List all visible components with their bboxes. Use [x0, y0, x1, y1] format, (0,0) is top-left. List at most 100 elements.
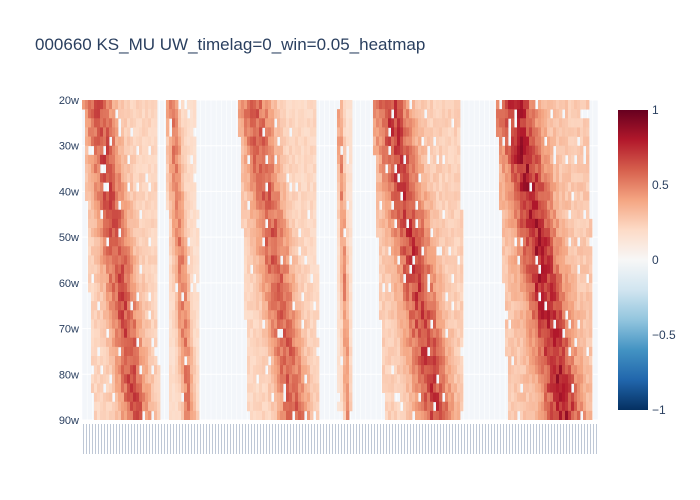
heatmap-cell	[541, 365, 545, 375]
heatmap-cell	[406, 401, 410, 412]
heatmap-cell	[535, 392, 539, 403]
heatmap-cell	[289, 237, 293, 247]
heatmap-cell	[100, 100, 104, 110]
heatmap-cell	[313, 228, 317, 238]
heatmap-cell	[565, 109, 569, 119]
heatmap-cell	[406, 173, 410, 183]
heatmap-cell	[310, 209, 314, 220]
heatmap-cell	[103, 346, 107, 357]
heatmap-cell	[586, 100, 590, 110]
heatmap-cell	[565, 383, 569, 393]
heatmap-cell	[142, 136, 146, 147]
heatmap-cell	[397, 164, 401, 174]
heatmap-cell	[418, 109, 422, 119]
heatmap-cell	[580, 191, 584, 201]
heatmap-cell	[454, 209, 458, 220]
heatmap-cell	[397, 356, 401, 366]
heatmap-cell	[139, 374, 143, 384]
heatmap-cell	[532, 319, 536, 329]
heatmap-cell	[292, 264, 296, 275]
heatmap-cell	[166, 191, 170, 201]
heatmap-cell	[184, 173, 188, 183]
heatmap-cell	[175, 301, 179, 311]
heatmap-cell	[151, 328, 155, 339]
heatmap-cell	[301, 356, 305, 366]
heatmap-cell	[415, 410, 419, 420]
heatmap-cell	[196, 346, 200, 357]
heatmap-cell	[388, 264, 392, 275]
heatmap-cell	[343, 337, 347, 348]
heatmap-cell	[379, 292, 383, 302]
heatmap-cell	[535, 182, 539, 192]
heatmap-cell	[433, 310, 437, 320]
heatmap-cell	[529, 127, 533, 137]
heatmap-cell	[589, 292, 593, 302]
heatmap-cell	[94, 218, 98, 229]
x-tick-mark	[236, 424, 237, 454]
heatmap-cell	[136, 218, 140, 229]
heatmap-cell	[115, 410, 119, 420]
heatmap-cell	[349, 356, 353, 366]
heatmap-cell	[337, 356, 341, 366]
heatmap-cell	[460, 264, 464, 275]
heatmap-cell	[580, 319, 584, 329]
heatmap-cell	[85, 100, 89, 110]
heatmap-cell	[133, 145, 137, 156]
heatmap-cell	[397, 337, 401, 348]
heatmap-cell	[196, 228, 200, 238]
heatmap-cell	[514, 273, 518, 284]
heatmap-cell	[280, 282, 284, 293]
heatmap-cell	[586, 292, 590, 302]
heatmap-cell	[424, 346, 428, 357]
heatmap-cell	[97, 383, 101, 393]
heatmap-cell	[193, 328, 197, 339]
heatmap-cell	[430, 209, 434, 220]
heatmap-cell	[175, 310, 179, 320]
heatmap-cell	[433, 264, 437, 275]
heatmap-cell	[169, 337, 173, 348]
heatmap-cell	[139, 383, 143, 393]
heatmap-cell	[559, 264, 563, 275]
heatmap-cell	[139, 182, 143, 192]
heatmap-cell	[451, 246, 455, 256]
heatmap-cell	[400, 328, 404, 339]
heatmap-cell	[145, 392, 149, 403]
heatmap-cell	[169, 356, 173, 366]
heatmap-cell	[424, 264, 428, 275]
heatmap-cell	[298, 154, 302, 165]
heatmap-cell	[574, 356, 578, 366]
heatmap-cell	[529, 154, 533, 165]
heatmap-cell	[553, 100, 557, 110]
heatmap-cell	[286, 410, 290, 420]
heatmap-cell	[442, 337, 446, 348]
heatmap-cell	[559, 100, 563, 110]
heatmap-cell	[502, 191, 506, 201]
heatmap-cell	[127, 237, 131, 247]
heatmap-cell	[256, 191, 260, 201]
heatmap-cell	[346, 328, 350, 339]
heatmap-cell	[289, 154, 293, 165]
heatmap-cell	[529, 255, 533, 265]
heatmap-cell	[136, 310, 140, 320]
heatmap-cell	[250, 337, 254, 348]
heatmap-cell	[250, 237, 254, 247]
heatmap-cell	[298, 356, 302, 366]
heatmap-cell	[286, 310, 290, 320]
heatmap-cell	[559, 164, 563, 174]
heatmap-cell	[340, 127, 344, 137]
heatmap-cell	[556, 191, 560, 201]
heatmap-cell	[454, 328, 458, 339]
heatmap-cell	[442, 136, 446, 147]
heatmap-cell	[175, 383, 179, 393]
x-tick-mark	[578, 424, 579, 454]
heatmap-cell	[247, 127, 251, 137]
heatmap-cell	[556, 365, 560, 375]
heatmap-cell	[268, 191, 272, 201]
heatmap-cell	[280, 356, 284, 366]
heatmap-cell	[499, 200, 503, 211]
heatmap-cell	[301, 109, 305, 119]
heatmap-cell	[508, 346, 512, 357]
heatmap-cell	[151, 356, 155, 366]
heatmap-cell	[94, 200, 98, 211]
heatmap-cell	[538, 218, 542, 229]
